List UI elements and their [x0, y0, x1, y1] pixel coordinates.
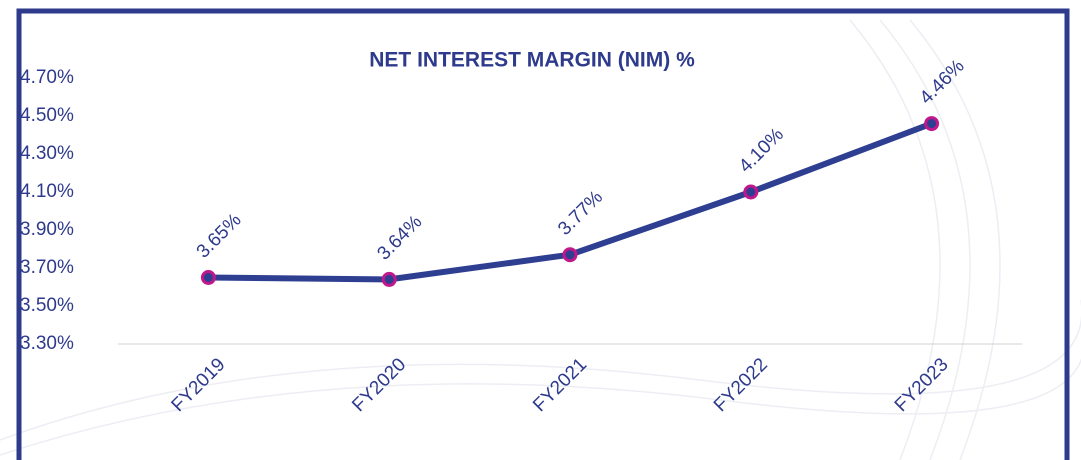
y-tick-label: 4.70% [20, 67, 74, 88]
data-point [200, 270, 216, 285]
y-tick-label: 3.90% [20, 219, 74, 240]
data-label: 3.64% [373, 211, 426, 264]
data-label: 3.77% [554, 187, 607, 240]
y-tick-label: 3.70% [20, 257, 74, 278]
background-decoration [0, 19, 1081, 460]
y-tick-label: 3.30% [20, 333, 74, 354]
data-point [743, 184, 759, 200]
y-tick-label: 3.50% [20, 295, 74, 316]
y-tick-label: 4.30% [20, 143, 74, 164]
y-tick-label: 4.10% [20, 181, 74, 202]
x-tick-label: FY2019 [168, 354, 230, 416]
x-tick-label: FY2022 [710, 354, 772, 416]
frame [16, 8, 1070, 460]
data-point [381, 271, 397, 287]
data-point [562, 247, 578, 263]
data-label: 3.65% [193, 210, 246, 263]
chart-title: NET INTEREST MARGIN (NIM) % [369, 49, 695, 72]
data-point [924, 116, 940, 132]
x-tick-label: FY2023 [891, 354, 953, 416]
data-label: 4.10% [735, 124, 788, 177]
y-tick-label: 4.50% [20, 105, 74, 126]
